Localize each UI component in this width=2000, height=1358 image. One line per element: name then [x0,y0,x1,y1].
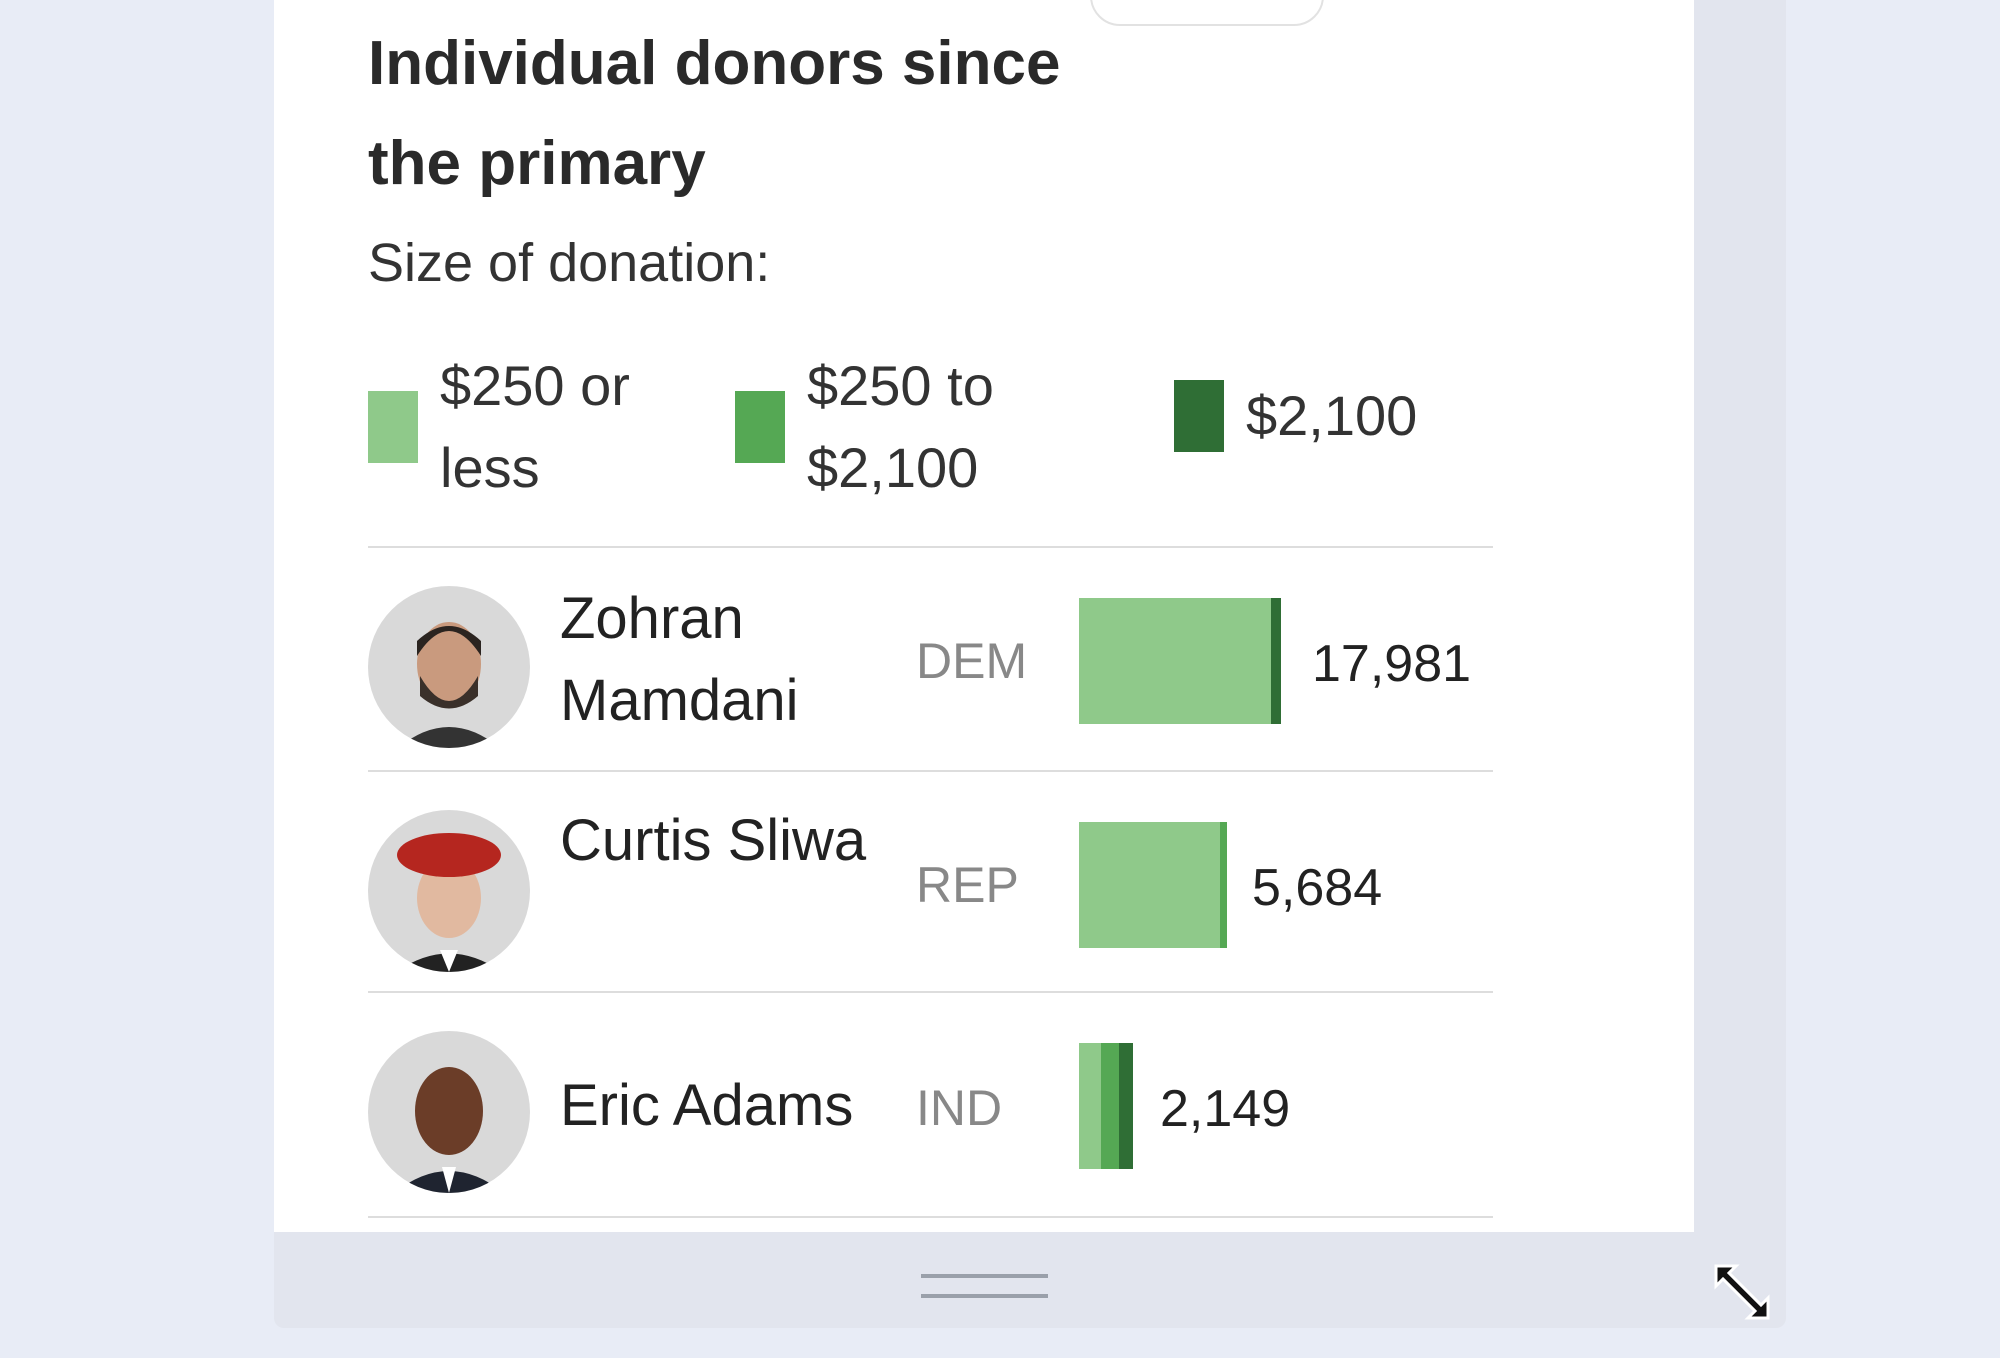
donor-bar [1079,1043,1133,1169]
candidate-name: Eric Adams [560,1073,854,1138]
divider [368,1216,1493,1218]
segment-small [1079,598,1271,724]
resize-cursor-icon[interactable] [1712,1262,1772,1322]
donor-count: 17,981 [1312,635,1472,693]
legend-swatch [368,391,418,463]
legend-label: $2,100 [1246,384,1418,447]
legend-label: $250 or less [440,354,630,499]
segment-large [1270,598,1281,724]
candidate-row: Zohran Mamdani DEM 17,981 [368,548,1493,768]
drag-handle[interactable] [921,1294,1048,1298]
chart-title: Individual donors since the primary [368,29,1061,198]
segment-medium [1219,822,1227,948]
candidate-name: Zohran Mamdani [560,586,799,733]
legend-item-large: $2,100 [1174,375,1494,457]
candidate-name: Curtis Sliwa [560,808,867,873]
segment-small [1079,1043,1101,1169]
divider [368,770,1493,772]
candidate-row: Curtis Sliwa REP 5,684 [368,772,1493,992]
legend-item-medium: $250 to $2,100 [735,345,1035,509]
party-label: DEM [916,633,1028,689]
donor-count: 2,149 [1160,1080,1291,1138]
legend-swatch [735,391,785,463]
donor-bar [1079,822,1227,948]
avatar [368,810,530,972]
top-tab[interactable] [1090,0,1324,26]
party-label: REP [916,857,1019,913]
avatar [368,586,530,748]
legend-item-small: $250 or less [368,345,688,509]
segment-medium [1100,1043,1120,1169]
legend-heading: Size of donation: [368,233,771,293]
drag-handle[interactable] [921,1274,1048,1278]
divider [368,991,1493,993]
avatar [368,1031,530,1193]
divider [368,546,1493,548]
legend-label: $250 to $2,100 [807,354,994,499]
donor-bar [1079,598,1281,724]
candidate-row: Eric Adams IND 2,149 [368,993,1493,1213]
segment-large [1119,1043,1133,1169]
segment-small [1079,822,1220,948]
party-label: IND [916,1080,1003,1136]
legend-swatch [1174,380,1224,452]
donor-count: 5,684 [1252,859,1383,917]
